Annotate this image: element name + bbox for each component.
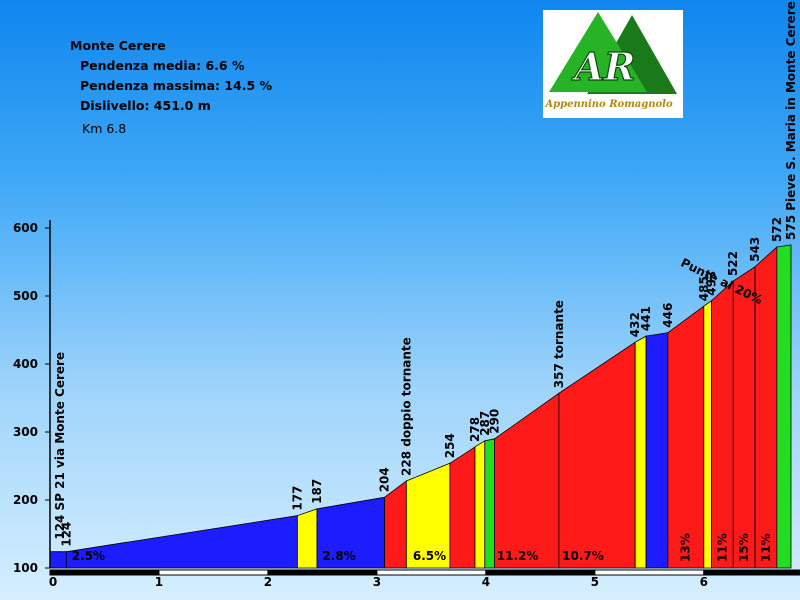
point-label-14: 493 <box>704 271 718 296</box>
profile-segment-7 <box>474 440 486 569</box>
point-label-18: 575 Pieve S. Maria in Monte Cerere <box>784 1 798 240</box>
profile-segment-14 <box>703 299 712 569</box>
gradient-label-0: 2.5% <box>72 549 105 563</box>
y-tick-label-300: 300 <box>13 425 38 439</box>
point-label-6: 278 <box>468 417 482 442</box>
point-label-1: 177 <box>290 486 304 511</box>
profile-segment-0 <box>49 551 67 569</box>
appennino-romagnolo-logo: AR Appennino Romagnolo <box>543 10 683 118</box>
gradient-label-6: 11% <box>715 533 729 562</box>
profile-segment-4 <box>384 480 407 569</box>
gradient-label-1: 2.8% <box>322 549 355 563</box>
profile-segment-8 <box>484 438 495 569</box>
gradient-label-7: 15% <box>737 533 751 562</box>
point-label-0: 124 <box>59 522 73 547</box>
profile-segment-2 <box>296 508 318 569</box>
profile-segment-18 <box>776 244 792 569</box>
profile-segment-9 <box>494 392 560 569</box>
point-label-11: 441 <box>639 306 653 331</box>
point-label-5: 254 <box>443 433 457 458</box>
x-tick-label-4: 4 <box>482 575 490 589</box>
point-label-16: 543 <box>748 237 762 262</box>
x-tick-label-5: 5 <box>591 575 599 589</box>
climb-title: Monte Cerere <box>70 38 166 53</box>
y-tick-label-200: 200 <box>13 493 38 507</box>
point-label-2: 187 <box>310 479 324 504</box>
profile-segment-11 <box>634 335 647 569</box>
point-label-8: 290 <box>488 409 502 434</box>
x-tick-label-6: 6 <box>700 575 708 589</box>
x-tick-label-2: 2 <box>264 575 272 589</box>
point-label-7: 287 <box>478 411 492 436</box>
point-label-10: 432 <box>628 312 642 337</box>
y-tick-label-100: 100 <box>13 561 38 575</box>
gradient-label-2: 6.5% <box>413 549 446 563</box>
profile-segment-12 <box>645 332 669 569</box>
x-tick-label-3: 3 <box>373 575 381 589</box>
profile-segment-16 <box>732 266 756 569</box>
y-tick-label-400: 400 <box>13 357 38 371</box>
x-axis-band-3 <box>376 569 487 576</box>
average-gradient: Pendenza media: 6.6 % <box>80 58 245 73</box>
profile-segment-10 <box>558 341 636 569</box>
point-label-17: 572 <box>770 217 784 242</box>
point-label-12: 446 <box>661 303 675 328</box>
logo-graphic: AR Appennino Romagnolo <box>544 12 677 110</box>
point-label-4: 228 doppio tornante <box>399 337 413 476</box>
y-tick-label-500: 500 <box>13 289 38 303</box>
gradient-label-5: 13% <box>678 533 692 562</box>
x-tick-label-1: 1 <box>155 575 163 589</box>
logo-mountain-light <box>549 12 647 92</box>
profile-segment-6 <box>449 446 476 569</box>
max-gradient: Pendenza massima: 14.5 % <box>80 78 273 93</box>
point-label-15: 522 <box>726 251 740 276</box>
profile-segment-15 <box>711 280 734 569</box>
gradient-label-8: 11% <box>759 533 773 562</box>
distance-km: Km 6.8 <box>82 121 127 136</box>
point-label-13: 485 <box>697 276 711 301</box>
x-axis-band-1 <box>158 569 269 576</box>
logo-initials: AR <box>571 44 635 89</box>
x-axis-band-6 <box>703 569 800 576</box>
x-axis-band-4 <box>485 569 596 576</box>
x-axis-band-5 <box>594 569 705 576</box>
gradient-label-3: 11.2% <box>497 549 539 563</box>
logo-caption: Appennino Romagnolo <box>544 99 673 110</box>
gradient-label-4: 10.7% <box>562 549 604 563</box>
profile-segment-13 <box>667 305 705 569</box>
x-axis-band-0 <box>49 569 160 576</box>
y-tick-label-600: 600 <box>13 221 38 235</box>
x-axis-band-2 <box>267 569 378 576</box>
elevation-gain: Dislivello: 451.0 m <box>80 98 211 113</box>
start-label: 124 SP 21 via Monte Cerere <box>53 352 67 540</box>
point-label-3: 204 <box>378 467 392 492</box>
point-label-9: 357 tornante <box>552 300 566 388</box>
x-tick-label-0: 0 <box>49 575 57 589</box>
